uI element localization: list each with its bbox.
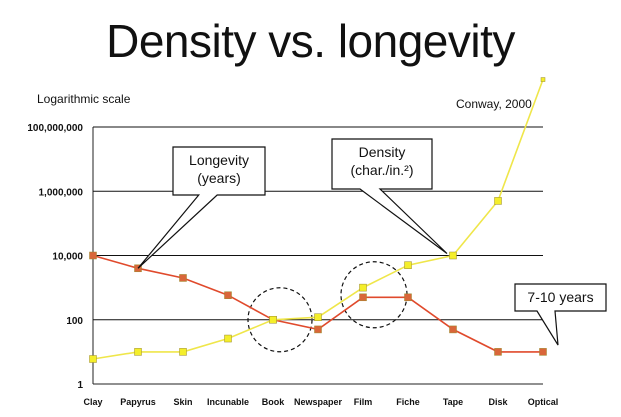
density-point	[269, 316, 277, 324]
density-callout: Density (char./in.²)	[331, 138, 448, 254]
highlight-circles	[247, 261, 408, 353]
range-callout-text: 7-10 years	[527, 289, 593, 305]
x-tick-label: Film	[354, 397, 373, 407]
y-tick-label: 10,000	[52, 252, 83, 263]
y-tick-label: 1,000,000	[39, 187, 84, 198]
x-tick-label: Papyrus	[120, 397, 156, 407]
x-tick-label: Book	[262, 397, 285, 407]
longevity-line	[92, 254, 543, 353]
longevity-point	[179, 274, 187, 282]
longevity-callout-shape	[137, 146, 266, 269]
series-density	[89, 77, 546, 363]
y-tick-label: 1	[77, 380, 83, 391]
y-tick-labels: 1 100 10,000 1,000,000 100,000,000	[27, 123, 83, 391]
longevity-callout-text: (years)	[197, 170, 241, 186]
density-point	[224, 334, 232, 343]
range-callout: 7-10 years	[514, 283, 607, 346]
gridlines	[92, 126, 543, 385]
density-point	[494, 197, 502, 205]
longevity-point	[89, 251, 97, 260]
scale-note: Logarithmic scale	[37, 92, 131, 106]
longevity-point	[449, 325, 457, 334]
density-point	[89, 355, 97, 363]
y-tick-label: 100,000,000	[27, 123, 83, 134]
highlight-circle	[247, 287, 313, 353]
longevity-point	[539, 348, 547, 356]
x-tick-label: Disk	[488, 397, 508, 407]
longevity-point	[224, 291, 232, 299]
longevity-callout: Longevity (years)	[137, 146, 266, 269]
range-callout-shape	[514, 283, 607, 346]
slide-title: Density vs. longevity	[106, 15, 515, 67]
longevity-point	[404, 293, 412, 302]
longevity-callout-text: Longevity	[189, 152, 249, 168]
x-tick-label: Optical	[528, 397, 559, 407]
x-tick-label: Fiche	[396, 397, 420, 407]
x-tick-labels: Clay Papyrus Skin Incunable Book Newspaper Fil…	[83, 397, 558, 407]
callouts: Longevity (years) Density (char./in.²) 7-10 …	[137, 138, 607, 346]
series-longevity	[89, 251, 547, 356]
density-point	[179, 348, 187, 356]
density-callout-text: Density	[359, 144, 406, 160]
x-tick-label: Incunable	[207, 397, 249, 407]
longevity-point	[314, 325, 322, 334]
density-point	[449, 251, 457, 260]
density-point	[314, 313, 322, 321]
x-tick-label: Clay	[83, 397, 102, 407]
density-callout-text: (char./in.²)	[350, 162, 413, 178]
x-tick-label: Newspaper	[294, 397, 343, 407]
longevity-point	[494, 348, 502, 356]
source-citation: Conway, 2000	[456, 97, 532, 111]
y-tick-label: 100	[66, 316, 83, 327]
density-point	[134, 348, 142, 356]
x-tick-label: Skin	[173, 397, 192, 407]
density-callout-shape	[331, 138, 448, 254]
density-point	[404, 261, 412, 269]
density-point	[359, 283, 367, 292]
longevity-point	[359, 293, 367, 302]
x-tick-label: Tape	[443, 397, 463, 407]
density-point	[540, 77, 546, 82]
